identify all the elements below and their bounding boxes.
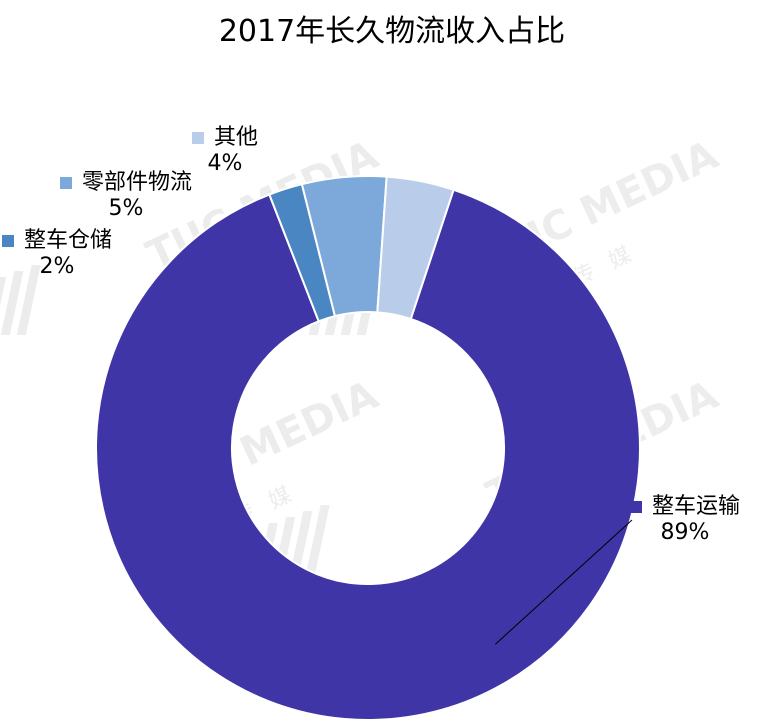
svg-text:媒: 媒 — [605, 242, 636, 274]
slices-layer — [95, 175, 641, 721]
leader-line-whole-vehicle-transport — [495, 519, 633, 645]
swatch-other — [192, 132, 204, 144]
chart-title: 2017年长久物流收入占比 — [218, 14, 566, 49]
swatch-parts-logistics — [60, 177, 72, 189]
label-whole-vehicle-storage: 整车仓储 2% — [2, 228, 112, 280]
swatch-whole-vehicle-storage — [2, 235, 14, 247]
label-whole-vehicle-transport: 整车运输 89% — [630, 494, 740, 546]
leader-lines — [495, 519, 633, 645]
svg-text:媒: 媒 — [265, 482, 296, 514]
label-other: 其他 4% — [192, 125, 258, 177]
slice-other — [376, 175, 455, 321]
slice-whole-vehicle-transport — [95, 188, 641, 721]
label-parts-logistics: 零部件物流 5% — [60, 170, 192, 222]
swatch-whole-vehicle-transport — [630, 501, 642, 513]
